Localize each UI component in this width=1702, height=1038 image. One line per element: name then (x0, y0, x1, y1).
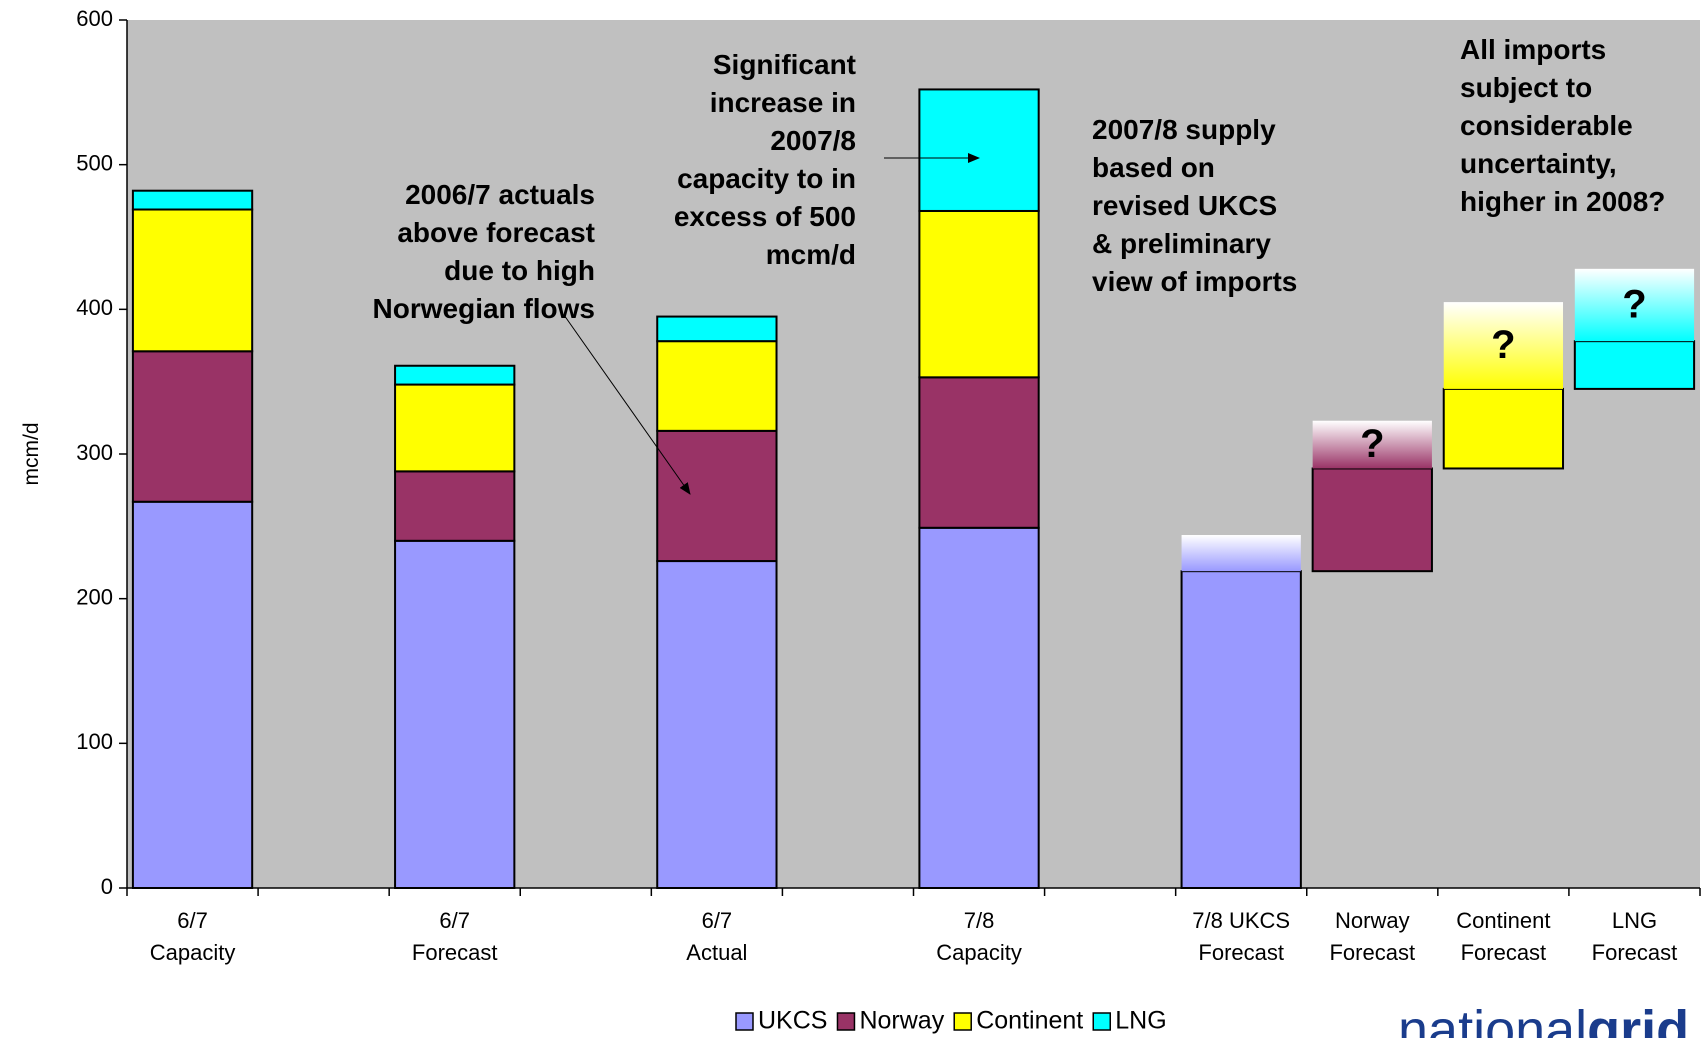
bar-segment (918, 209, 1040, 379)
x-tick-label: LNG Forecast (1592, 908, 1678, 965)
x-tick-label: Continent Forecast (1456, 908, 1550, 965)
bar-segment (656, 340, 778, 432)
y-tick-label: 500 (76, 150, 113, 175)
y-tick-label: 200 (76, 584, 113, 609)
x-tick-label-line: Capacity (150, 940, 236, 965)
uncertainty (1443, 302, 1564, 389)
annotation-line: increase in (710, 87, 856, 118)
bar-segment (918, 88, 1040, 212)
annotation-line: revised UKCS (1092, 190, 1277, 221)
annotation-line: 2007/8 supply (1092, 114, 1276, 145)
arrow (563, 314, 691, 495)
y-tick-label: 300 (76, 440, 113, 465)
x-tick-label-line: Forecast (1461, 940, 1547, 965)
x-tick-label-line: Forecast (1198, 940, 1284, 965)
bar-segment (394, 539, 516, 889)
bar-segment (656, 560, 778, 889)
bar-segment (1573, 340, 1696, 390)
uncertainty-label: ? (1491, 323, 1515, 367)
annotation: All imports subject to considerable uncerta… (1460, 34, 1665, 217)
x-tick-label-line: 6/7 (702, 908, 733, 933)
y-tick-label: 100 (76, 729, 113, 754)
annotation-line: All imports (1460, 34, 1606, 65)
uncertainty (1574, 268, 1695, 342)
bar-segment (131, 208, 254, 353)
bar-segment (1442, 387, 1565, 470)
x-tick-label-line: 7/8 UKCS (1192, 908, 1290, 933)
bar-segment (1180, 570, 1302, 889)
legend-label: LNG (1115, 1007, 1166, 1035)
annotation-line: based on (1092, 152, 1215, 183)
annotation-line: capacity to in (677, 163, 856, 194)
annotation-line: view of imports (1092, 266, 1297, 297)
annotation-line: 2006/7 actuals (405, 179, 595, 210)
legend-swatch (836, 1012, 856, 1031)
x-tick-label-line: Capacity (936, 940, 1022, 965)
annotation: 2007/8 supply based on revised UKCS & preli… (1092, 114, 1297, 297)
x-tick-label: 7/8 Capacity (936, 908, 1022, 965)
legend-label: UKCS (758, 1007, 827, 1035)
annotation-line: higher in 2008? (1460, 186, 1665, 217)
x-tick-label-line: 6/7 (177, 908, 208, 933)
legend-swatch (1092, 1012, 1111, 1031)
annotation-line: uncertainty, (1460, 148, 1617, 179)
bar-segment (918, 376, 1040, 529)
bar-segment (394, 470, 516, 542)
annotation-line: Norwegian flows (373, 293, 595, 324)
logo-part: grid (1587, 1000, 1689, 1038)
plot-area (127, 20, 1700, 888)
bar-segment (394, 383, 516, 473)
legend-swatch (953, 1012, 972, 1031)
bar-segment (656, 429, 778, 563)
bar-segment (131, 350, 254, 503)
x-tick-label-line: Continent (1456, 908, 1550, 933)
legend-label: Norway (859, 1007, 944, 1035)
logo: nationalgrid (1398, 1000, 1689, 1038)
x-tick-label-line: Forecast (1592, 940, 1678, 965)
x-tick-label-line: Actual (686, 940, 747, 965)
y-axis-label: mcm/d (20, 423, 43, 486)
bar-segment (918, 526, 1040, 890)
x-tick-label-line: 6/7 (439, 908, 470, 933)
annotation-line: considerable (1460, 110, 1633, 141)
x-tick-label: 6/7 Forecast (412, 908, 498, 965)
y-tick-label: 600 (76, 6, 113, 31)
bar-segment (394, 364, 516, 386)
uncertainty (1312, 420, 1432, 469)
y-tick-label: 0 (101, 874, 113, 899)
x-tick-label: Norway Forecast (1329, 908, 1415, 965)
annotation-line: & preliminary (1092, 228, 1271, 259)
legend-label: Continent (976, 1007, 1083, 1035)
x-tick-label-line: LNG (1612, 908, 1657, 933)
x-tick-label-line: Forecast (412, 940, 498, 965)
x-tick-label-line: Forecast (1329, 940, 1415, 965)
uncertainty-label: ? (1622, 283, 1646, 327)
x-tick-label: 7/8 UKCS Forecast (1192, 908, 1290, 965)
annotation: Significant increase in 2007/8 capacity to … (674, 49, 856, 270)
annotation-line: mcm/d (766, 239, 856, 270)
bar-segment (131, 500, 254, 889)
bar-segment (131, 189, 254, 211)
uncertainty (1181, 535, 1301, 572)
annotation-line: subject to (1460, 72, 1592, 103)
annotation-line: above forecast (397, 217, 595, 248)
annotation: 2006/7 actuals above forecast due to high N… (373, 179, 595, 324)
bar-segment (1311, 467, 1433, 573)
x-tick-label: 6/7 Capacity (150, 908, 236, 965)
annotation-line: due to high (444, 255, 595, 286)
annotation-line: 2007/8 (770, 125, 856, 156)
x-tick-label-line: Norway (1335, 908, 1410, 933)
legend-swatch (735, 1012, 754, 1031)
x-tick-label-line: 7/8 (964, 908, 995, 933)
y-tick-label: 400 (76, 295, 113, 320)
bar-segment (656, 315, 778, 343)
annotation-line: excess of 500 (674, 201, 856, 232)
uncertainty-label: ? (1360, 422, 1384, 466)
annotation-line: Significant (713, 49, 856, 80)
x-tick-label: 6/7 Actual (686, 908, 747, 965)
logo-part: national (1398, 1000, 1587, 1038)
